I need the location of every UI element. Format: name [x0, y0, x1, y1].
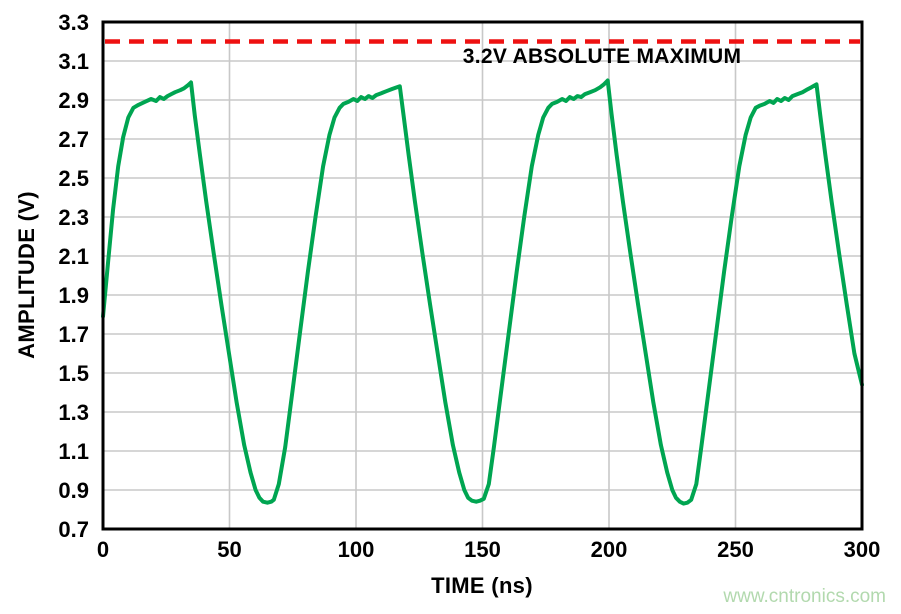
x-tick-label: 250	[717, 537, 754, 562]
y-tick-label: 2.3	[58, 205, 89, 230]
y-tick-label: 1.9	[58, 283, 89, 308]
y-tick-label: 1.3	[58, 400, 89, 425]
x-tick-label: 0	[97, 537, 109, 562]
x-tick-label: 50	[217, 537, 241, 562]
y-tick-label: 2.9	[58, 88, 89, 113]
y-tick-label: 3.1	[58, 49, 89, 74]
x-tick-label: 150	[464, 537, 501, 562]
y-tick-label: 0.7	[58, 517, 89, 542]
x-axis-title: TIME (ns)	[431, 573, 533, 598]
y-tick-label: 2.1	[58, 244, 89, 269]
x-tick-label: 300	[844, 537, 881, 562]
y-tick-label: 2.5	[58, 166, 89, 191]
y-axis-title: AMPLITUDE (V)	[14, 191, 39, 359]
y-tick-label: 3.3	[58, 10, 89, 35]
x-tick-label: 100	[338, 537, 375, 562]
y-tick-label: 1.5	[58, 361, 89, 386]
x-tick-label: 200	[591, 537, 628, 562]
y-tick-label: 2.7	[58, 127, 89, 152]
watermark-text: www.cntronics.com	[723, 586, 886, 607]
y-tick-label: 0.9	[58, 478, 89, 503]
waveform-line	[101, 78, 864, 506]
absolute-maximum-annotation-label: 3.2V ABSOLUTE MAXIMUM	[462, 45, 742, 68]
y-tick-label: 1.7	[58, 322, 89, 347]
plot-frame	[101, 20, 864, 531]
y-tick-label: 1.1	[58, 439, 89, 464]
